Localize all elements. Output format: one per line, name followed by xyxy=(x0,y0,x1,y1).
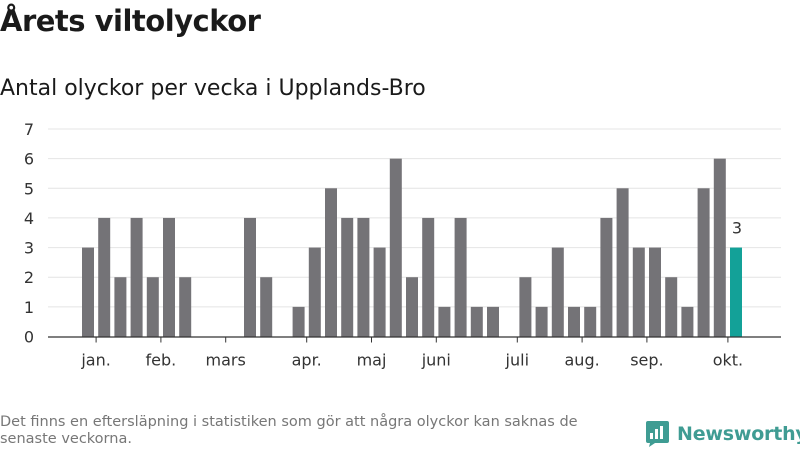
bar xyxy=(568,306,580,337)
newsworthy-logo-icon xyxy=(646,421,669,447)
bar xyxy=(470,306,483,337)
bar xyxy=(244,217,256,337)
bar xyxy=(551,247,564,337)
y-tick-label: 4 xyxy=(24,209,34,228)
value-labels: 3 xyxy=(732,219,742,238)
bar xyxy=(649,247,661,337)
bar xyxy=(146,277,159,337)
bar xyxy=(422,217,435,337)
bar xyxy=(535,306,548,337)
footnote: Det finns en eftersläpning i statistiken… xyxy=(0,414,578,447)
bar xyxy=(389,158,402,337)
bar xyxy=(454,217,467,337)
bar xyxy=(697,188,710,337)
bar xyxy=(616,188,629,337)
bar xyxy=(325,188,337,337)
brand-name: Newsworthy xyxy=(677,423,800,445)
y-tick-label: 5 xyxy=(24,179,34,198)
x-tick-label: apr. xyxy=(292,351,322,370)
bar xyxy=(341,217,354,337)
chart-title: Årets viltolyckor xyxy=(0,4,261,38)
y-tick-label: 2 xyxy=(24,268,34,287)
y-axis-ticks: 0 1 2 3 4 5 6 7 xyxy=(24,120,34,347)
x-tick-label: okt. xyxy=(713,351,743,370)
chart-subtitle: Antal olyckor per vecka i Upplands-Bro xyxy=(0,76,426,101)
x-tick-label: jan. xyxy=(80,351,110,370)
y-tick-label: 3 xyxy=(24,239,34,258)
bar-chart: 0 1 2 3 4 5 6 7 3 jan. feb. mars apr. maj juni juli au… xyxy=(24,120,781,370)
bar xyxy=(665,277,678,337)
x-tick-label: maj xyxy=(357,351,387,370)
x-tick-label: feb. xyxy=(146,351,177,370)
x-tick-label: juli xyxy=(505,351,529,370)
bar xyxy=(584,306,597,337)
bar xyxy=(681,306,694,337)
x-tick-label: aug. xyxy=(565,351,600,370)
bar xyxy=(438,306,451,337)
bar xyxy=(373,247,386,337)
bar xyxy=(487,306,499,337)
bar xyxy=(519,277,532,337)
x-tick-label: sep. xyxy=(630,351,663,370)
value-label: 3 xyxy=(732,219,742,238)
y-tick-label: 6 xyxy=(24,150,34,169)
bar xyxy=(114,277,127,337)
bar xyxy=(98,217,111,337)
y-tick-label: 0 xyxy=(24,328,34,347)
x-tick-label: juni xyxy=(421,351,451,370)
bar xyxy=(130,217,143,337)
bar-highlight xyxy=(730,247,742,337)
bars xyxy=(82,158,742,337)
bar xyxy=(713,158,726,337)
bar xyxy=(600,217,613,337)
bar xyxy=(163,217,175,337)
brand-logo[interactable]: Newsworthy xyxy=(645,420,800,448)
bar xyxy=(292,306,305,337)
bar xyxy=(179,277,192,337)
bar xyxy=(632,247,645,337)
y-tick-label: 1 xyxy=(24,298,34,317)
bar xyxy=(308,247,321,337)
x-tick-label: mars xyxy=(206,351,246,370)
y-tick-label: 7 xyxy=(24,120,34,139)
bar xyxy=(406,277,418,337)
bar xyxy=(82,247,94,337)
x-axis-month-labels: jan. feb. mars apr. maj juni juli aug. sep. okt. xyxy=(80,336,743,370)
bar xyxy=(260,277,273,337)
bar xyxy=(357,217,370,337)
